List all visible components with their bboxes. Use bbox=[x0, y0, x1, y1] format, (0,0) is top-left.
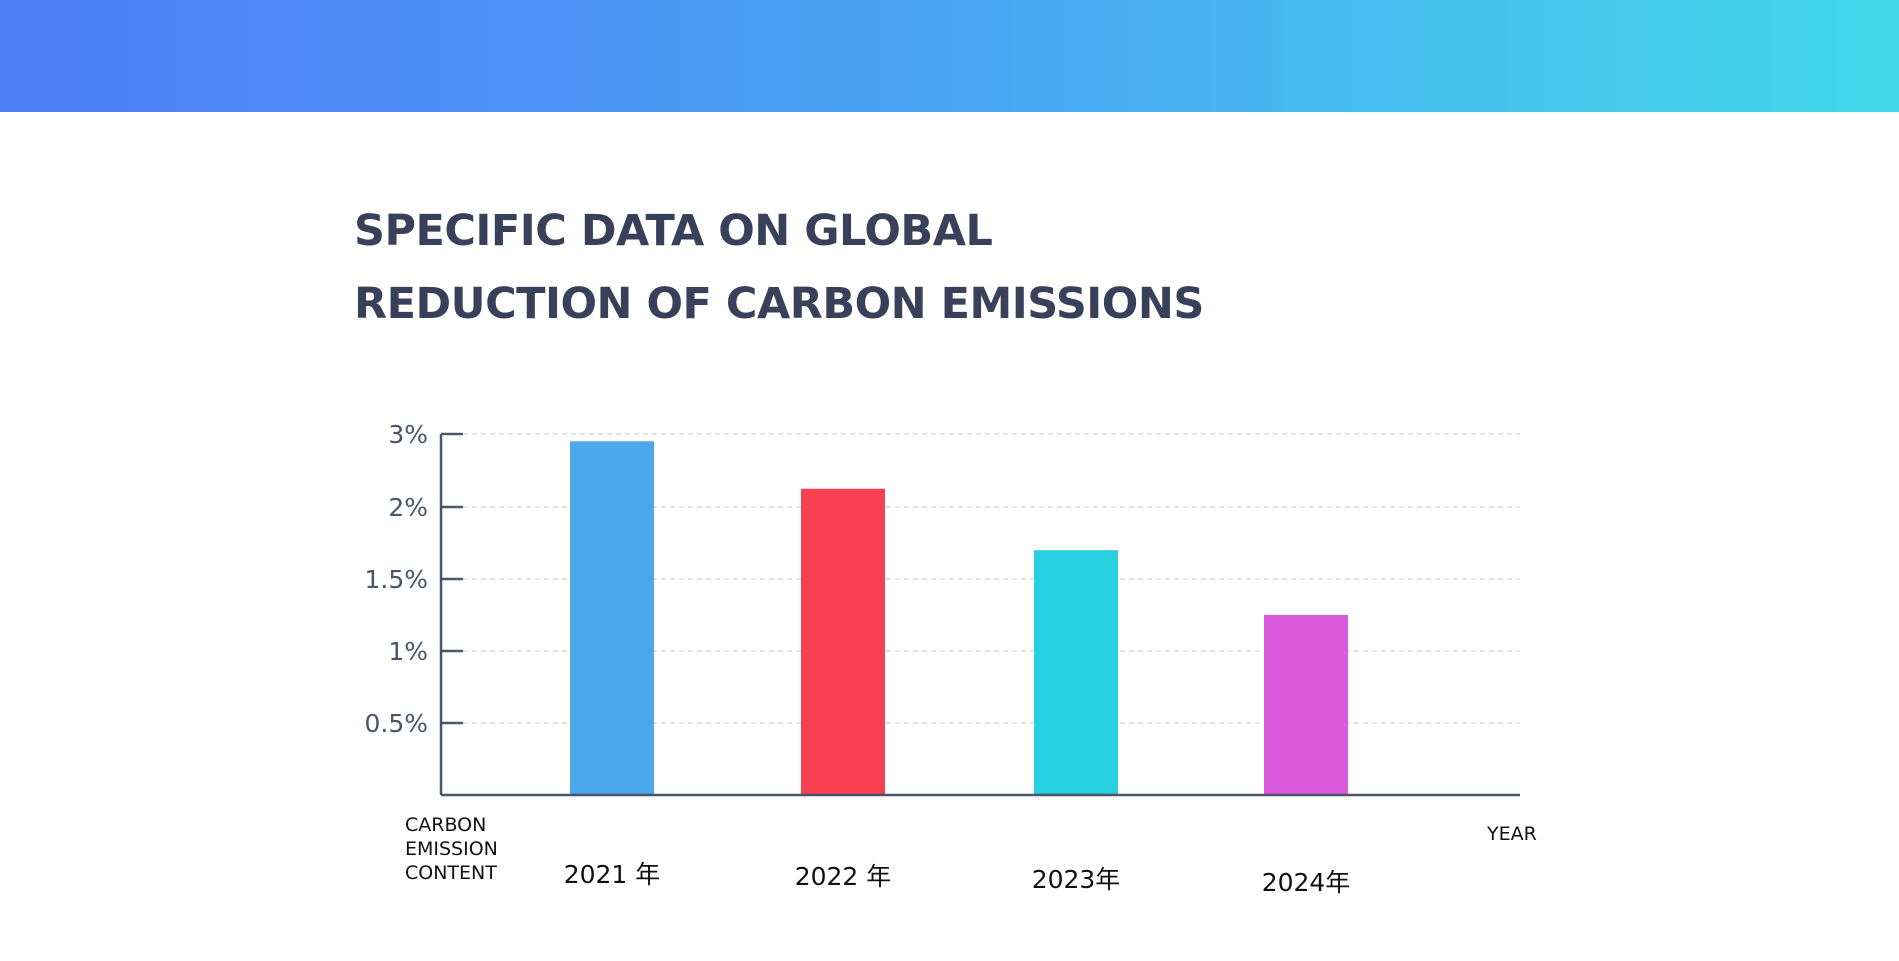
bar bbox=[570, 441, 654, 795]
x-tick-label: 2023年 bbox=[1032, 865, 1121, 894]
y-tick-label: 3% bbox=[388, 420, 428, 449]
bars bbox=[570, 441, 1348, 795]
title-line-1: SPECIFIC DATA ON GLOBAL bbox=[354, 206, 993, 256]
x-tick-label: 2022 年 bbox=[795, 862, 892, 891]
header-banner bbox=[0, 0, 1899, 112]
y-axis-title-line-3: CONTENT bbox=[405, 862, 497, 884]
axes bbox=[439, 434, 1520, 797]
x-ticks: 2021 年 2022 年 2023年 2024年 bbox=[564, 860, 1351, 897]
y-axis-title: CARBON EMISSION CONTENT bbox=[405, 814, 498, 884]
bar bbox=[1034, 550, 1118, 795]
x-tick-label: 2021 年 bbox=[564, 860, 661, 889]
y-axis-title-line-1: CARBON bbox=[405, 814, 486, 836]
y-tick-label: 2% bbox=[388, 493, 428, 522]
svg-text:EMISSION: EMISSION bbox=[405, 838, 498, 860]
bar bbox=[1264, 615, 1348, 795]
title-line-2: REDUCTION OF CARBON EMISSIONS bbox=[354, 279, 1204, 329]
y-axis-title-line-2: EMISSION bbox=[405, 838, 498, 860]
bar bbox=[801, 488, 885, 795]
y-tick-label: 1% bbox=[388, 637, 428, 666]
svg-text:CONTENT: CONTENT bbox=[405, 862, 497, 884]
y-tick-label: 1.5% bbox=[364, 565, 428, 594]
svg-text:CARBON: CARBON bbox=[405, 814, 486, 836]
chart-title: SPECIFIC DATA ON GLOBAL REDUCTION OF CAR… bbox=[354, 195, 1204, 341]
x-tick-label: 2024年 bbox=[1262, 868, 1351, 897]
x-axis-title: YEAR bbox=[1486, 823, 1537, 845]
y-ticks: 0.5% 1% 1.5% 2% 3% bbox=[364, 420, 463, 738]
y-tick-label: 0.5% bbox=[364, 709, 428, 738]
